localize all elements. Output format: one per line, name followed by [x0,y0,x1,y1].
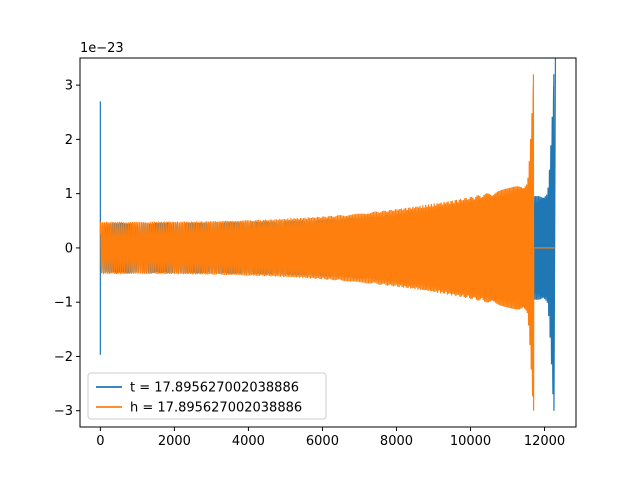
y-tick-label: −3 [54,404,73,419]
legend-box [87,372,327,420]
y-tick-label: −1 [54,296,73,311]
x-tick-label: 8000 [380,434,413,449]
x-tick-label: 10000 [450,434,491,449]
legend-entry: h = 17.895627002038886 [130,401,302,416]
y-tick-label: 1 [65,187,73,202]
y-tick-label: 0 [65,241,73,256]
y-tick-label: −2 [54,350,73,365]
y-tick-label: 2 [65,133,73,148]
x-axis: 0 2000 4000 6000 8000 10000 12000 [96,427,565,449]
axes-frame [79,57,577,428]
y-axis: −3 −2 −1 0 1 2 3 [54,79,80,419]
x-tick-label: 6000 [306,434,339,449]
y-tick-label: 3 [65,79,73,94]
x-tick-label: 12000 [524,434,565,449]
x-tick-label: 4000 [232,434,265,449]
x-tick-label: 2000 [158,434,191,449]
legend: t = 17.895627002038886 h = 17.89562700203… [87,372,327,420]
x-tick-label: 0 [96,434,104,449]
y-offset-label: 1e−23 [80,41,124,56]
series-layer [99,58,557,411]
series-line-h [99,74,556,411]
legend-entry: t = 17.895627002038886 [130,381,299,396]
